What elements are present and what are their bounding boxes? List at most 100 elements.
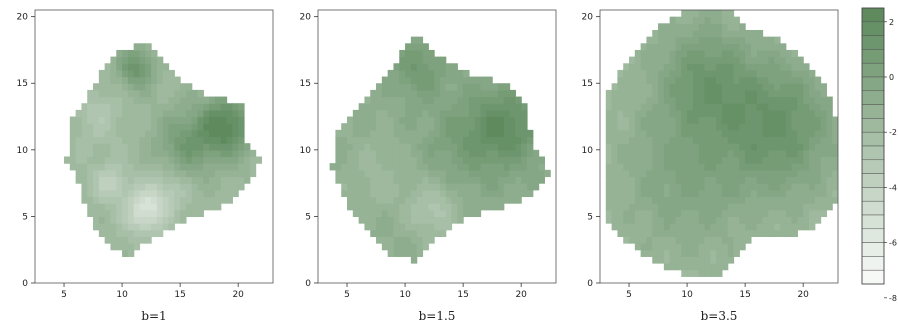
- heatmap-cell: [174, 76, 181, 84]
- legend-tick-label: -6: [889, 239, 897, 248]
- heatmap-cell: [393, 76, 400, 84]
- heatmap-cell: [733, 243, 740, 251]
- heatmap-cell: [687, 109, 694, 118]
- heatmap-cell: [364, 109, 371, 118]
- heatmap-cell: [174, 103, 181, 111]
- heatmap-cell: [503, 103, 511, 111]
- heatmap-cell: [497, 103, 505, 111]
- heatmap-cell: [180, 216, 187, 224]
- heatmap-cell: [716, 36, 723, 44]
- heatmap-cell: [503, 123, 511, 131]
- heatmap-cell: [81, 143, 88, 151]
- heatmap-cell: [698, 129, 706, 138]
- heatmap-cell: [133, 176, 141, 184]
- heatmap-cell: [110, 76, 117, 84]
- heatmap-cell: [762, 56, 769, 64]
- heatmap-cell: [162, 143, 170, 151]
- heatmap-cell: [768, 149, 775, 158]
- heatmap-cell: [492, 83, 499, 91]
- heatmap-cell: [687, 183, 694, 191]
- heatmap-cell: [370, 196, 377, 204]
- heatmap-cell: [428, 63, 435, 71]
- heatmap-cell: [727, 23, 735, 31]
- heatmap-cell: [675, 16, 682, 24]
- heatmap-cell: [168, 96, 175, 104]
- heatmap-cell: [768, 143, 775, 151]
- heatmap-cell: [416, 69, 424, 78]
- x-tick-label: 20: [515, 290, 527, 300]
- heatmap-cell: [687, 203, 694, 211]
- heatmap-cell: [681, 209, 688, 218]
- heatmap-cell: [127, 216, 135, 224]
- heatmap-cell: [480, 156, 487, 164]
- heatmap-cell: [232, 116, 239, 124]
- heatmap-cell: [110, 129, 117, 138]
- heatmap-cell: [721, 10, 729, 18]
- heatmap-cell: [370, 109, 377, 118]
- heatmap-cell: [721, 163, 729, 171]
- heatmap-cell: [687, 76, 694, 84]
- heatmap-cell: [497, 136, 505, 144]
- heatmap-cell: [93, 216, 100, 224]
- heatmap-cell: [698, 176, 706, 184]
- heatmap-cell: [617, 196, 624, 204]
- heatmap-cell: [151, 183, 158, 191]
- heatmap-cell: [457, 203, 464, 211]
- heatmap-cell: [739, 123, 746, 131]
- heatmap-cell: [646, 76, 653, 84]
- heatmap-cell: [797, 196, 804, 204]
- heatmap-cell: [521, 103, 528, 111]
- heatmap-cell: [191, 96, 199, 104]
- heatmap-cell: [716, 243, 723, 251]
- heatmap-cell: [692, 243, 700, 251]
- heatmap-cell: [139, 43, 146, 51]
- heatmap-cell: [721, 223, 729, 231]
- heatmap-cell: [634, 216, 642, 224]
- heatmap-cell: [81, 189, 88, 198]
- heatmap-cell: [451, 203, 458, 211]
- heatmap-cell: [87, 136, 94, 144]
- heatmap-cell: [820, 83, 827, 91]
- heatmap-cell: [376, 156, 383, 164]
- heatmap-cell: [445, 223, 453, 231]
- heatmap-cell: [381, 223, 389, 231]
- heatmap-cell: [640, 69, 648, 78]
- heatmap-cell: [104, 109, 112, 118]
- heatmap-cell: [791, 56, 798, 64]
- heatmap-cell: [474, 116, 482, 124]
- heatmap-cell: [503, 143, 511, 151]
- heatmap-cell: [185, 196, 193, 204]
- heatmap-cell: [797, 143, 804, 151]
- heatmap-cell: [116, 209, 123, 218]
- heatmap-cell: [156, 149, 164, 158]
- heatmap-cell: [439, 203, 447, 211]
- heatmap-cell: [185, 96, 193, 104]
- heatmap-cell: [808, 209, 816, 218]
- heatmap-cell: [681, 156, 688, 164]
- heatmap-cell: [745, 223, 752, 231]
- heatmap-cell: [381, 109, 389, 118]
- heatmap-cell: [646, 176, 653, 184]
- heatmap-cell: [127, 196, 135, 204]
- heatmap-cell: [191, 209, 199, 218]
- heatmap-cell: [87, 169, 94, 178]
- heatmap-cell: [826, 123, 833, 131]
- heatmap-cell: [463, 209, 470, 218]
- heatmap-cell: [486, 163, 493, 171]
- heatmap-cell: [692, 136, 700, 144]
- heatmap-cell: [162, 89, 170, 98]
- heatmap-cell: [652, 89, 659, 98]
- heatmap-cell: [698, 163, 706, 171]
- heatmap-cell: [468, 143, 476, 151]
- heatmap-cell: [203, 149, 210, 158]
- heatmap-cell: [698, 96, 706, 104]
- heatmap-cell: [692, 143, 700, 151]
- heatmap-cell: [399, 196, 406, 204]
- heatmap-cell: [698, 156, 706, 164]
- heatmap-cell: [698, 103, 706, 111]
- heatmap-cell: [434, 69, 441, 78]
- heatmap-cell: [116, 243, 123, 251]
- heatmap-cell: [698, 43, 706, 51]
- heatmap-cell: [197, 89, 204, 98]
- heatmap-cell: [474, 83, 482, 91]
